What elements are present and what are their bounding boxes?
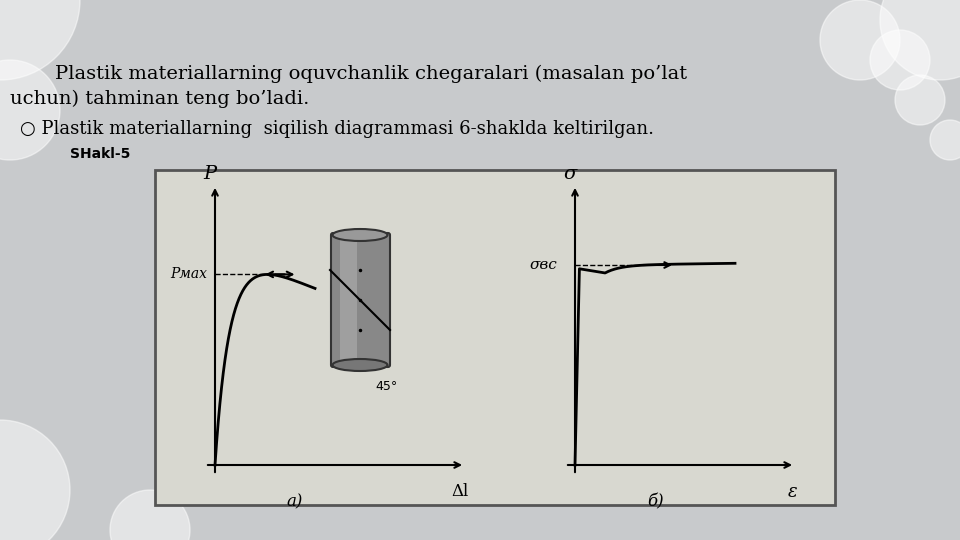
Ellipse shape — [332, 229, 388, 241]
Ellipse shape — [332, 359, 388, 371]
FancyBboxPatch shape — [331, 233, 390, 367]
Circle shape — [820, 0, 900, 80]
Circle shape — [895, 75, 945, 125]
Text: σ: σ — [564, 165, 577, 183]
Text: P: P — [204, 165, 217, 183]
Circle shape — [110, 490, 190, 540]
Circle shape — [870, 30, 930, 90]
Text: б): б) — [647, 493, 663, 510]
Text: σвc: σвc — [530, 258, 558, 272]
Text: Pмax: Pмax — [170, 267, 207, 281]
Text: SHakl-5: SHakl-5 — [70, 147, 131, 161]
Text: ε: ε — [788, 483, 798, 501]
Text: Δl: Δl — [451, 483, 468, 500]
Circle shape — [0, 420, 70, 540]
Circle shape — [930, 120, 960, 160]
FancyBboxPatch shape — [340, 239, 357, 361]
Text: ○ Plastik materiallarning  siqilish diagrammasi 6-shaklda keltirilgan.: ○ Plastik materiallarning siqilish diagr… — [20, 120, 654, 138]
Text: 45°: 45° — [375, 380, 397, 393]
Circle shape — [0, 0, 80, 80]
Text: uchun) tahminan teng bo’ladi.: uchun) tahminan teng bo’ladi. — [10, 90, 309, 108]
Circle shape — [880, 0, 960, 80]
Text: a): a) — [287, 493, 303, 510]
Text: Plastik materiallarning oquvchanlik chegaralari (masalan po’lat: Plastik materiallarning oquvchanlik cheg… — [55, 65, 687, 83]
FancyBboxPatch shape — [155, 170, 835, 505]
Circle shape — [0, 60, 60, 160]
